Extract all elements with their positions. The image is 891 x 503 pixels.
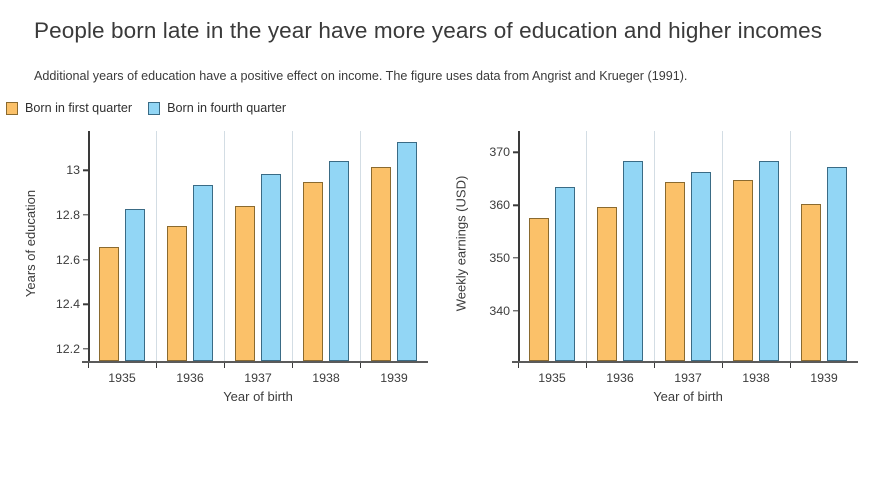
bar-first-quarter-1936	[597, 206, 617, 362]
gridline	[654, 131, 655, 362]
bar-first-quarter-1938	[733, 179, 753, 362]
gridline	[790, 131, 791, 362]
bar-fourth-quarter-1936	[193, 184, 213, 362]
bar-first-quarter-1938	[303, 182, 323, 362]
x-axis-spine-earnings	[512, 361, 858, 364]
x-tick-mark	[224, 363, 226, 369]
legend-label-first-quarter: Born in first quarter	[25, 101, 133, 116]
x-tick-mark	[654, 363, 656, 369]
y-tick-label: 360	[489, 198, 510, 213]
bar-first-quarter-1937	[235, 205, 255, 362]
chart-legend: Born in first quarter Born in fourth qua…	[6, 101, 891, 115]
x-tick-label: 1938	[312, 371, 340, 386]
gridline	[360, 131, 361, 362]
education-plot-wrap: 12.2 12.4 12.6 12.8 13 1935 1936 1937 1938 1939 …	[44, 131, 450, 431]
bar-fourth-quarter-1939	[827, 166, 847, 362]
page-title: People born late in the year have more y…	[34, 18, 823, 43]
x-tick-mark	[722, 363, 724, 369]
x-tick-label: 1937	[244, 371, 272, 386]
bar-fourth-quarter-1938	[329, 160, 349, 362]
x-tick-label: 1936	[176, 371, 204, 386]
y-tick-label: 340	[489, 303, 510, 318]
bar-fourth-quarter-1937	[261, 174, 281, 362]
y-tick-label: 12.2	[55, 341, 80, 356]
y-tick-mark	[513, 204, 518, 206]
x-axis-labels-earnings: 1935 1936 1937 1938 1939	[518, 363, 858, 385]
bar-first-quarter-1939	[371, 167, 391, 362]
x-axis-spine-education	[82, 361, 428, 364]
bar-fourth-quarter-1935	[125, 209, 145, 362]
y-axis-title-earnings-text: Weekly earnings (USD)	[453, 175, 469, 312]
x-tick-mark	[88, 363, 90, 369]
y-axis-title-education-text: Years of education	[23, 189, 39, 298]
earnings-chart-panel: Weekly earnings (USD) 340 350 360 370 1935 1…	[450, 131, 880, 431]
x-tick-mark	[292, 363, 294, 369]
education-plot-area	[82, 131, 428, 369]
gridline	[722, 131, 723, 362]
bar-fourth-quarter-1937	[691, 171, 711, 362]
gridline	[224, 131, 225, 362]
x-axis-title-education: Year of birth	[223, 389, 293, 405]
bar-first-quarter-1937	[665, 182, 685, 362]
legend-swatch-q4-icon	[148, 101, 161, 115]
bar-first-quarter-1939	[801, 204, 821, 362]
legend-label-fourth-quarter: Born in fourth quarter	[167, 101, 287, 116]
y-axis-ticks-earnings: 340 350 360 370	[474, 131, 518, 363]
y-axis-spine-earnings	[518, 131, 520, 364]
bar-fourth-quarter-1938	[759, 160, 779, 362]
y-axis-ticks-education: 12.2 12.4 12.6 12.8 13	[44, 131, 88, 363]
bar-first-quarter-1935	[99, 247, 119, 362]
figure-subtitle: Additional years of education have a pos…	[34, 68, 688, 83]
x-axis-title-earnings: Year of birth	[653, 389, 723, 405]
gridline	[586, 131, 587, 362]
x-axis-labels-education: 1935 1936 1937 1938 1939	[88, 363, 428, 385]
y-tick-mark	[513, 310, 518, 312]
earnings-plot-wrap: 340 350 360 370 1935 1936 1937 1938 1939 Year o…	[474, 131, 880, 431]
y-axis-title-education: Years of education	[20, 131, 42, 356]
y-tick-mark	[83, 348, 88, 350]
y-tick-mark	[513, 257, 518, 259]
x-tick-mark	[156, 363, 158, 369]
x-tick-label: 1938	[742, 371, 770, 386]
education-chart-panel: Years of education 12.2 12.4 12.6 12.8 13 19…	[20, 131, 450, 431]
x-tick-mark	[360, 363, 362, 369]
gridline	[156, 131, 157, 362]
y-tick-label: 12.8	[55, 207, 80, 222]
gridline	[292, 131, 293, 362]
legend-item-fourth-quarter[interactable]: Born in fourth quarter	[148, 101, 286, 115]
x-tick-label: 1939	[380, 371, 408, 386]
y-tick-label: 370	[489, 145, 510, 160]
x-tick-mark	[518, 363, 520, 369]
bar-first-quarter-1935	[529, 217, 549, 362]
y-tick-mark	[83, 169, 88, 171]
bar-fourth-quarter-1935	[555, 186, 575, 362]
bar-first-quarter-1936	[167, 226, 187, 362]
x-tick-label: 1939	[810, 371, 838, 386]
x-tick-label: 1935	[108, 371, 136, 386]
figure-header: People born late in the year have more y…	[0, 0, 891, 84]
y-axis-title-earnings: Weekly earnings (USD)	[450, 131, 472, 356]
charts-row: Years of education 12.2 12.4 12.6 12.8 13 19…	[0, 131, 891, 431]
y-tick-mark	[83, 214, 88, 216]
x-tick-label: 1935	[538, 371, 566, 386]
y-tick-label: 12.4	[55, 297, 80, 312]
y-tick-label: 350	[489, 251, 510, 266]
y-tick-mark	[83, 303, 88, 305]
y-tick-label: 13	[66, 163, 80, 178]
figure-root: People born late in the year have more y…	[0, 0, 891, 431]
earnings-plot-area	[512, 131, 858, 369]
y-tick-mark	[83, 258, 88, 261]
y-tick-mark	[513, 151, 518, 153]
bar-fourth-quarter-1936	[623, 161, 643, 362]
bar-fourth-quarter-1939	[397, 141, 417, 362]
legend-swatch-q1-icon	[6, 101, 18, 115]
y-axis-spine-education	[88, 131, 90, 364]
y-tick-label: 12.6	[55, 252, 80, 267]
x-tick-label: 1937	[674, 371, 702, 386]
x-tick-mark	[586, 363, 588, 369]
x-tick-mark	[790, 363, 792, 369]
x-tick-label: 1936	[606, 371, 634, 386]
legend-item-first-quarter[interactable]: Born in first quarter	[6, 101, 132, 115]
